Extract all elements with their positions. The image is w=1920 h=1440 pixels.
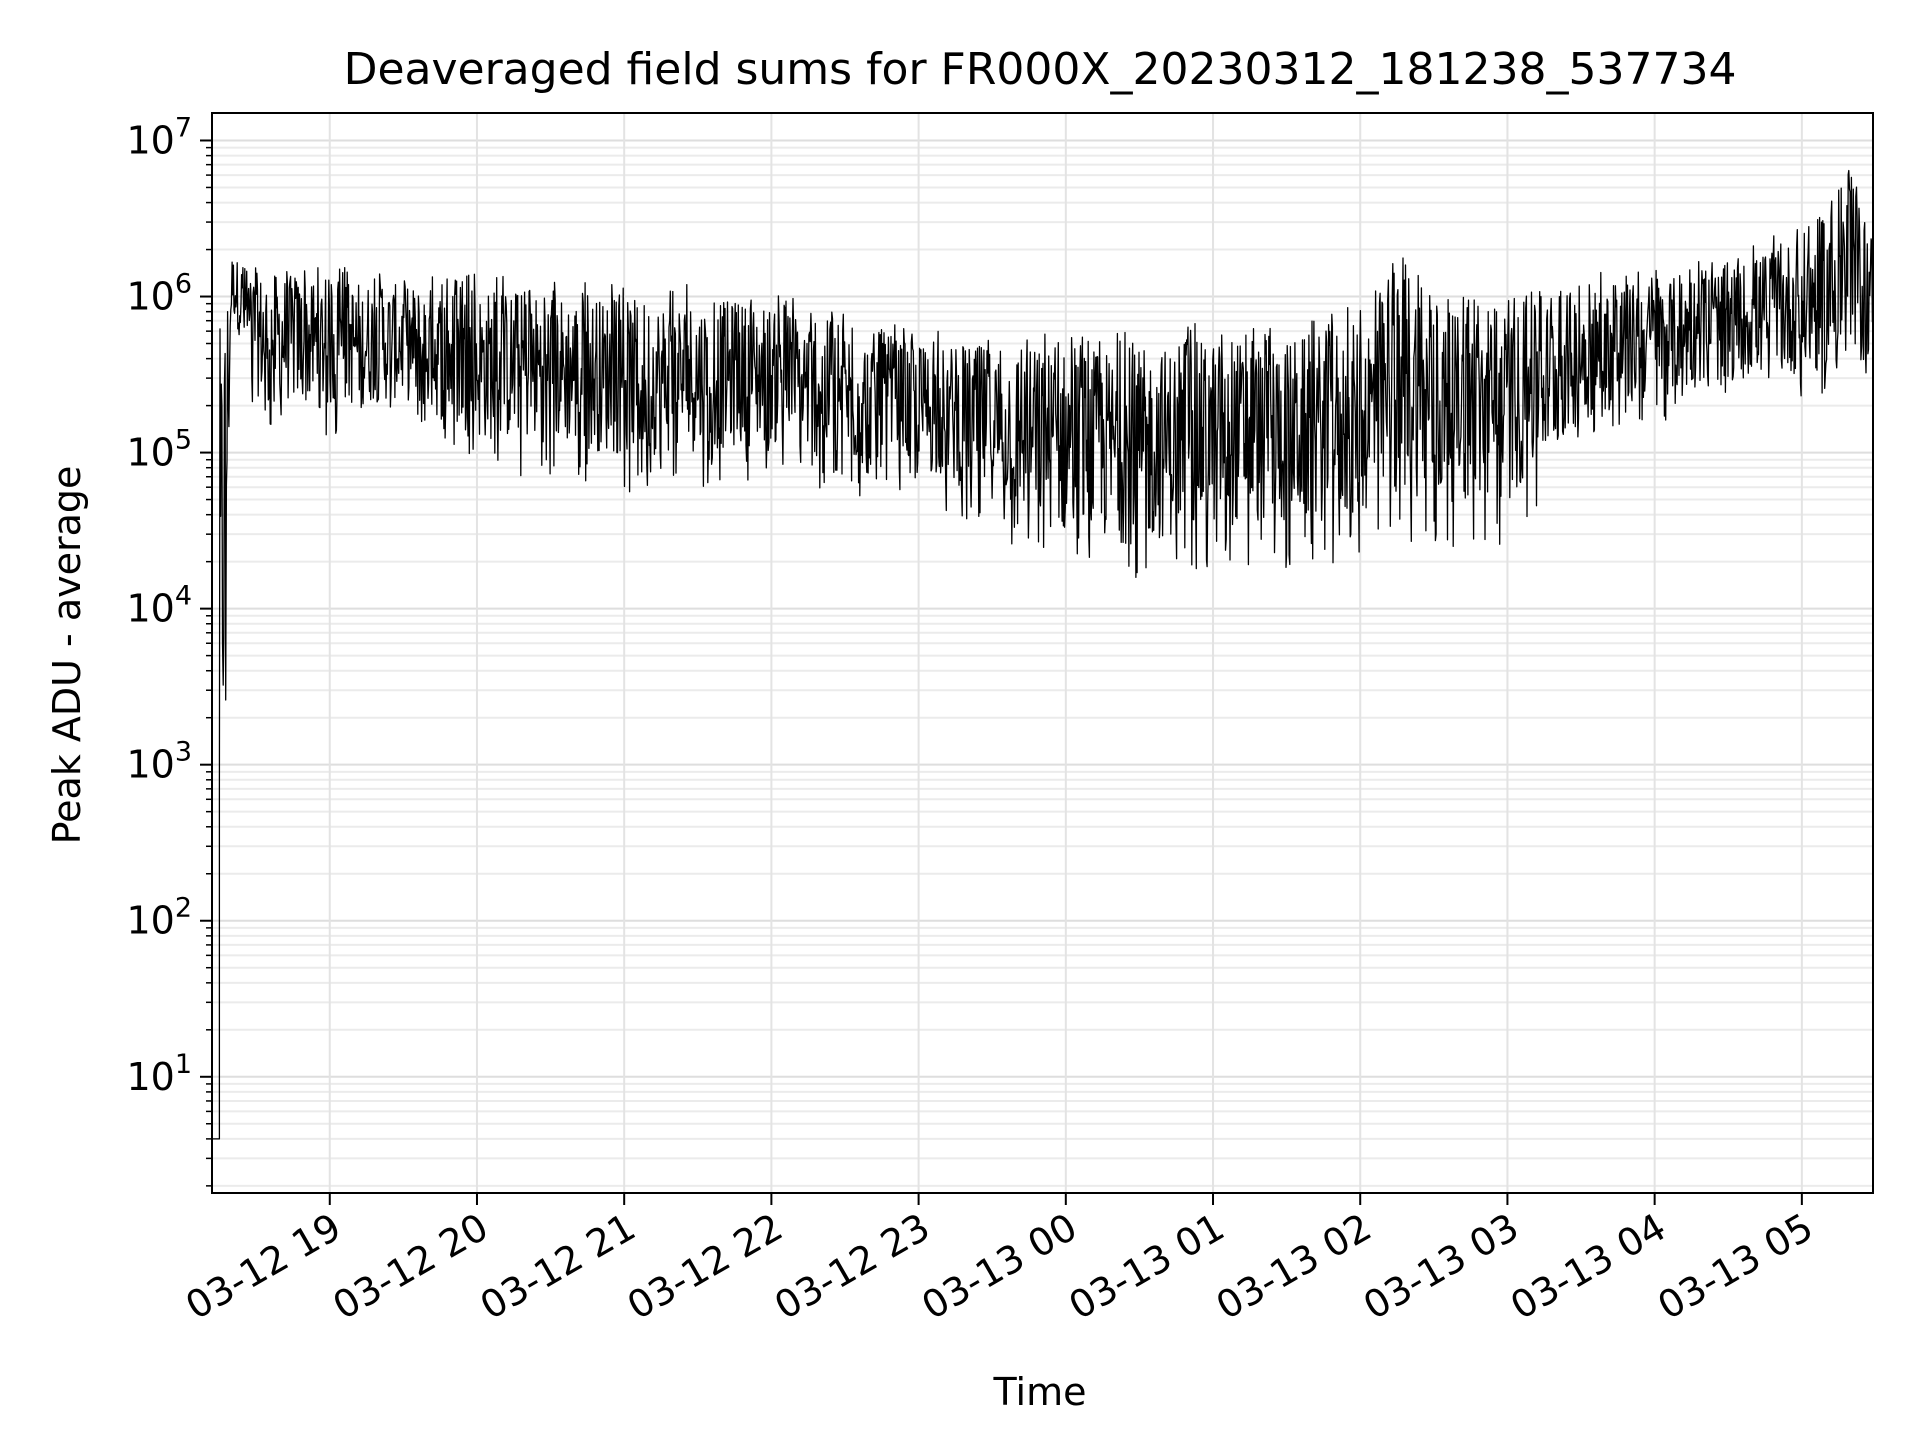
y-tick-label: 101: [126, 1049, 192, 1099]
x-tick-label: 03-12 19: [178, 1205, 348, 1329]
plot-frame: [211, 112, 1874, 1194]
y-tick-label: 105: [126, 425, 192, 475]
y-tick-label: 106: [126, 269, 192, 319]
grid-lines: [212, 113, 1873, 1193]
y-axis-label: Peak ADU - average: [45, 466, 89, 845]
y-tick-label: 107: [126, 112, 192, 162]
x-tick-label: 03-13 03: [1356, 1205, 1526, 1329]
x-tick-label: 03-13 05: [1650, 1205, 1820, 1329]
series-line: [212, 169, 1874, 1140]
x-tick-label: 03-12 21: [473, 1205, 643, 1329]
x-axis-label: Time: [993, 1370, 1087, 1414]
x-tick-label: 03-12 23: [767, 1205, 937, 1329]
y-tick-label: 104: [126, 581, 192, 631]
chart-title: Deaveraged field sums for FR000X_2023031…: [344, 44, 1737, 95]
y-tick-label: 102: [126, 893, 192, 943]
x-tick-label: 03-12 22: [620, 1205, 790, 1329]
x-tick-label: 03-12 20: [326, 1205, 496, 1329]
x-tick-label: 03-13 02: [1209, 1205, 1379, 1329]
y-tick-label: 103: [126, 737, 192, 787]
y-axis: 101 102 103 104 105 106 107: [126, 112, 212, 1187]
x-tick-label: 03-13 04: [1503, 1205, 1673, 1329]
series-layer: [212, 169, 1874, 1140]
x-tick-label: 03-13 01: [1062, 1205, 1232, 1329]
x-tick-label: 03-13 00: [914, 1205, 1084, 1329]
